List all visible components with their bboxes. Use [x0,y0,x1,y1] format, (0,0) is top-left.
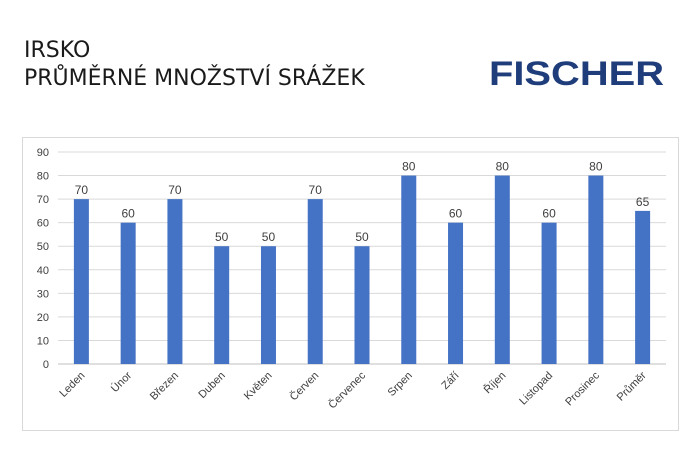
y-tick-label: 20 [37,312,49,324]
title-country: IRSKO [24,38,91,63]
bar [73,199,89,364]
title-subject: PRŮMĚRNÉ MNOŽSTVÍ SRÁŽEK [24,66,365,91]
chart-frame: 0 10 20 30 40 50 60 70 80 90 70 60 70 50 50 70 50 80 60 80… [22,137,679,431]
y-tick-label: 70 [37,194,49,206]
bar [354,246,370,364]
fischer-logo: FISCHER [489,55,664,90]
chart-bars [73,175,651,364]
bar [541,222,557,364]
bar-chart: 0 10 20 30 40 50 60 70 80 90 70 60 70 50 50 70 50 80 60 80… [37,147,666,412]
data-label: 80 [496,160,510,174]
x-tick-label: Červen [287,369,321,403]
x-tick-label: Říjen [481,369,508,396]
data-label: 60 [121,207,135,221]
y-tick-label: 10 [37,335,49,347]
bar [448,222,464,364]
data-label: 80 [589,160,603,174]
data-label: 50 [355,230,369,244]
data-label: 65 [636,195,650,209]
data-labels: 70 60 70 50 50 70 50 80 60 80 60 80 65 [75,160,650,245]
x-tick-label: Srpen [386,370,415,399]
data-label: 50 [215,230,229,244]
x-tick-label: Září [439,370,461,392]
x-tick-label: Květen [242,370,275,403]
bar [120,222,136,364]
x-tick-label: Březen [148,370,181,403]
bar [401,175,417,364]
bar [307,199,323,364]
bar [635,210,651,364]
data-label: 70 [168,183,182,197]
bar [260,246,276,364]
x-tick-label: Prosinec [563,369,602,408]
data-label: 70 [75,183,89,197]
x-axis: Leden Únor Březen Duben Květen Červen Červenec… [57,369,649,412]
x-tick-label: Leden [57,370,87,400]
x-tick-label: Únor [108,369,134,395]
bar [588,175,604,364]
data-label: 80 [402,160,416,174]
y-axis: 0 10 20 30 40 50 60 70 80 90 [37,147,49,371]
data-label: 70 [309,183,323,197]
y-tick-label: 30 [37,288,49,300]
data-label: 60 [449,207,463,221]
y-tick-label: 40 [37,265,49,277]
logo-text: FISCHER [489,55,664,90]
bar [494,175,510,364]
x-tick-label: Duben [196,370,227,401]
bar [214,246,230,364]
data-label: 50 [262,230,276,244]
bar [167,199,183,364]
x-tick-label: Průměr [615,369,649,403]
x-tick-label: Listopad [517,370,555,408]
y-tick-label: 50 [37,241,49,253]
x-tick-label: Červenec [326,369,369,412]
data-label: 60 [542,207,556,221]
y-tick-label: 90 [37,147,49,159]
page-title: IRSKO PRŮMĚRNÉ MNOŽSTVÍ SRÁŽEK [24,37,365,93]
y-tick-label: 60 [37,218,49,230]
y-tick-label: 80 [37,171,49,183]
y-tick-label: 0 [43,359,49,371]
